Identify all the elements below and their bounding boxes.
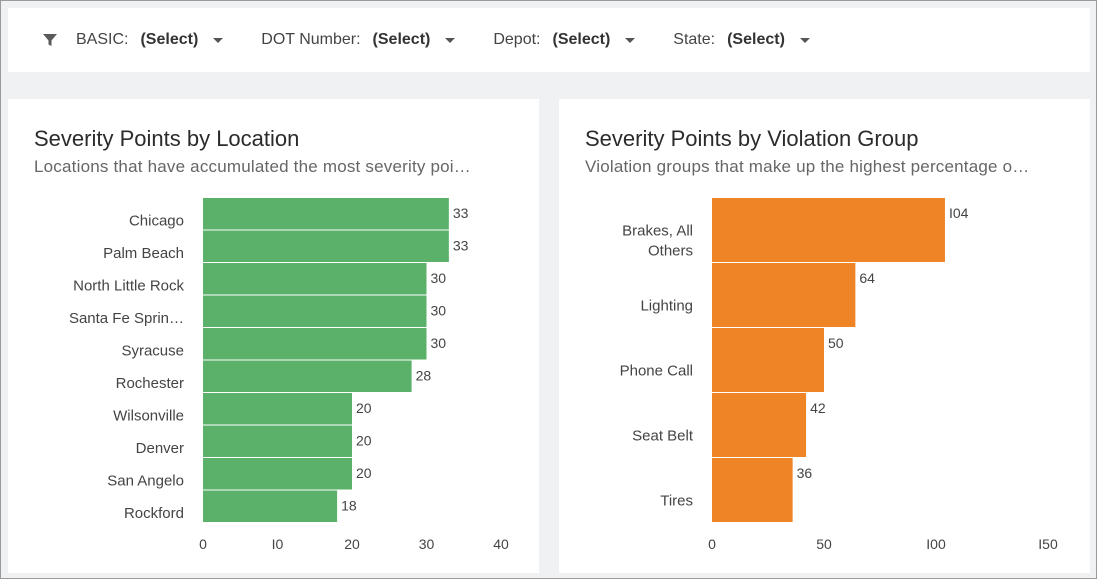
- x-tick-label: 0: [199, 536, 207, 552]
- filter-bar: BASIC: (Select) DOT Number: (Select) Dep…: [8, 8, 1090, 72]
- x-tick-label: 50: [816, 536, 832, 552]
- bar: [203, 490, 338, 522]
- bar: [712, 198, 945, 262]
- bar: [203, 198, 449, 230]
- bar: [203, 263, 427, 295]
- category-label: Palm Beach: [103, 245, 184, 262]
- category-label: Syracuse: [121, 342, 184, 359]
- category-label: Brakes, All Others: [622, 223, 693, 260]
- location-chart-card: Severity Points by Location Locations th…: [8, 99, 539, 573]
- bar: [203, 328, 427, 360]
- data-label: 28: [416, 368, 432, 384]
- category-label: Rochester: [116, 375, 184, 392]
- bar: [712, 458, 793, 522]
- bar: [203, 230, 449, 262]
- filter-basic[interactable]: BASIC: (Select): [76, 31, 224, 49]
- violation-chart-card: Severity Points by Violation Group Viola…: [559, 99, 1090, 573]
- bar: [712, 328, 824, 392]
- category-label: San Angelo: [107, 472, 184, 489]
- category-label: Santa Fe Sprin…: [69, 310, 184, 327]
- filter-depot-label: Depot:: [493, 31, 541, 48]
- data-label: 20: [356, 465, 372, 481]
- filter-dot-number-label: DOT Number:: [261, 31, 361, 48]
- x-tick-label: 30: [419, 536, 435, 552]
- data-label: 30: [431, 335, 447, 351]
- category-label: Tires: [660, 493, 693, 510]
- violation-bar-chart: I04 Brakes, All Others 64 Lighting 50 Phone Ca…: [620, 198, 1058, 552]
- filter-icon[interactable]: [42, 32, 58, 48]
- bar: [203, 360, 412, 392]
- category-label: Seat Belt: [632, 428, 694, 445]
- data-label: 50: [828, 335, 844, 351]
- data-label: 20: [356, 433, 372, 449]
- bar: [203, 458, 352, 490]
- chevron-down-icon: [445, 37, 456, 43]
- x-tick-label: 0: [708, 536, 716, 552]
- category-label: North Little Rock: [73, 277, 184, 294]
- filter-dot-number-value: (Select): [372, 31, 431, 48]
- data-label: 33: [453, 205, 469, 221]
- category-label: Lighting: [640, 298, 693, 315]
- data-label: 64: [859, 270, 875, 286]
- x-tick-label: 40: [493, 536, 509, 552]
- category-label: Rockford: [124, 505, 184, 522]
- filter-basic-label: BASIC:: [76, 31, 129, 48]
- filter-state-label: State:: [673, 31, 716, 48]
- filter-depot[interactable]: Depot: (Select): [493, 31, 636, 49]
- data-label: 36: [797, 465, 813, 481]
- filter-dot-number[interactable]: DOT Number: (Select): [261, 31, 456, 49]
- bar: [203, 295, 427, 327]
- x-tick-label: I00: [926, 536, 946, 552]
- category-label: Denver: [136, 440, 184, 457]
- data-label: 30: [431, 270, 447, 286]
- filter-state-value: (Select): [727, 31, 785, 48]
- filter-state[interactable]: State: (Select): [673, 31, 810, 49]
- x-tick-label: 20: [344, 536, 360, 552]
- data-label: 20: [356, 400, 372, 416]
- x-tick-label: I0: [272, 536, 284, 552]
- bar: [712, 393, 807, 457]
- data-label: 42: [810, 400, 826, 416]
- x-tick-label: I50: [1038, 536, 1058, 552]
- chevron-down-icon: [799, 37, 810, 43]
- filter-basic-value: (Select): [140, 31, 199, 48]
- data-label: 30: [431, 303, 447, 319]
- bar: [712, 263, 856, 327]
- data-label: I04: [949, 205, 969, 221]
- chevron-down-icon: [625, 37, 636, 43]
- category-label: Wilsonville: [113, 407, 184, 424]
- bar: [203, 425, 352, 457]
- filter-depot-value: (Select): [552, 31, 611, 48]
- location-chart-title: Severity Points by Location: [34, 126, 300, 151]
- bar: [203, 393, 352, 425]
- category-label: Phone Call: [620, 363, 693, 380]
- location-bar-chart: 33 Chicago 33 Palm Beach 30 North Little Rock…: [69, 198, 509, 552]
- violation-chart-title: Severity Points by Violation Group: [585, 126, 919, 151]
- category-label: Chicago: [129, 212, 184, 229]
- chevron-down-icon: [213, 37, 224, 43]
- data-label: 18: [341, 498, 357, 514]
- data-label: 33: [453, 238, 469, 254]
